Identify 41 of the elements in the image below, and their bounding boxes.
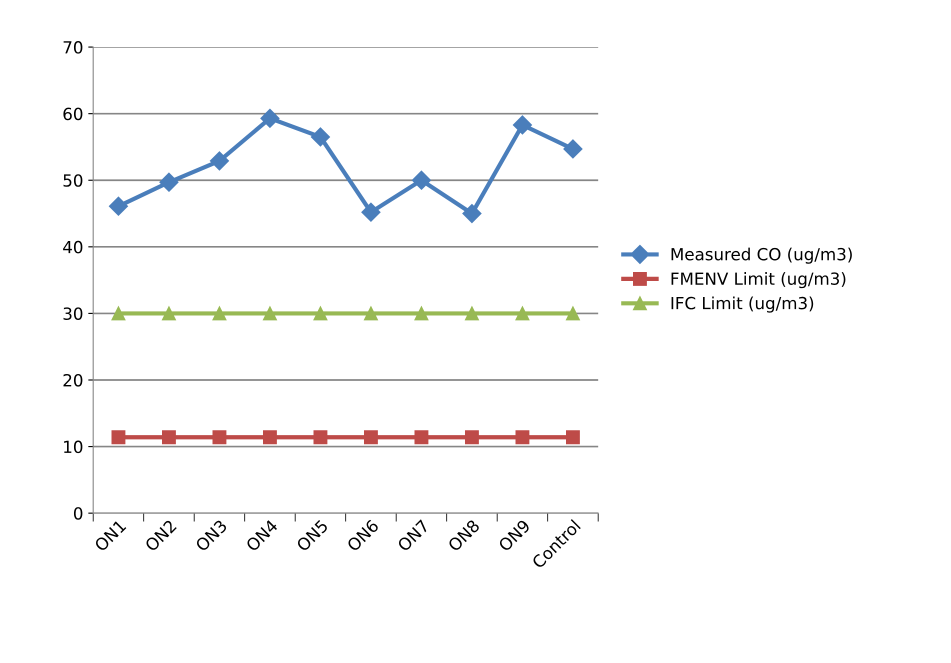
point [464,306,479,320]
point [464,430,479,444]
y-tick-label: 10 [64,440,82,454]
point [364,430,378,444]
point [515,306,530,320]
y-tick-label: 30 [64,307,82,320]
point [162,430,176,444]
y-tick-label: 40 [63,240,82,254]
point [566,306,580,320]
y-tick-label: 20 [63,374,82,387]
point [462,204,482,224]
y-tick-label: 60 [63,108,82,120]
point [310,127,330,146]
legend-label: Measured CO (ug/m3) [672,248,852,264]
point [313,430,328,444]
legend-label: FMENV Limit (ug/m3) [672,272,846,288]
point [414,430,428,444]
point [515,430,530,444]
point [414,306,428,320]
y-tick-label: 70 [64,41,82,54]
point [212,430,226,444]
point [563,139,582,158]
point [512,115,532,135]
point [262,306,277,320]
point [159,172,178,192]
point [162,306,176,320]
point [112,306,126,320]
point [364,306,378,320]
y-tick-label: 50 [64,174,82,187]
point [212,306,226,320]
y-tick-label: 0 [74,507,82,520]
point [210,151,229,170]
point [108,196,128,216]
point [313,306,328,320]
point [262,430,277,444]
point [361,202,380,222]
point [412,170,431,190]
point [566,430,580,444]
legend-label: IFC Limit (ug/m3) [672,296,814,313]
point [112,430,126,444]
point [260,108,280,128]
